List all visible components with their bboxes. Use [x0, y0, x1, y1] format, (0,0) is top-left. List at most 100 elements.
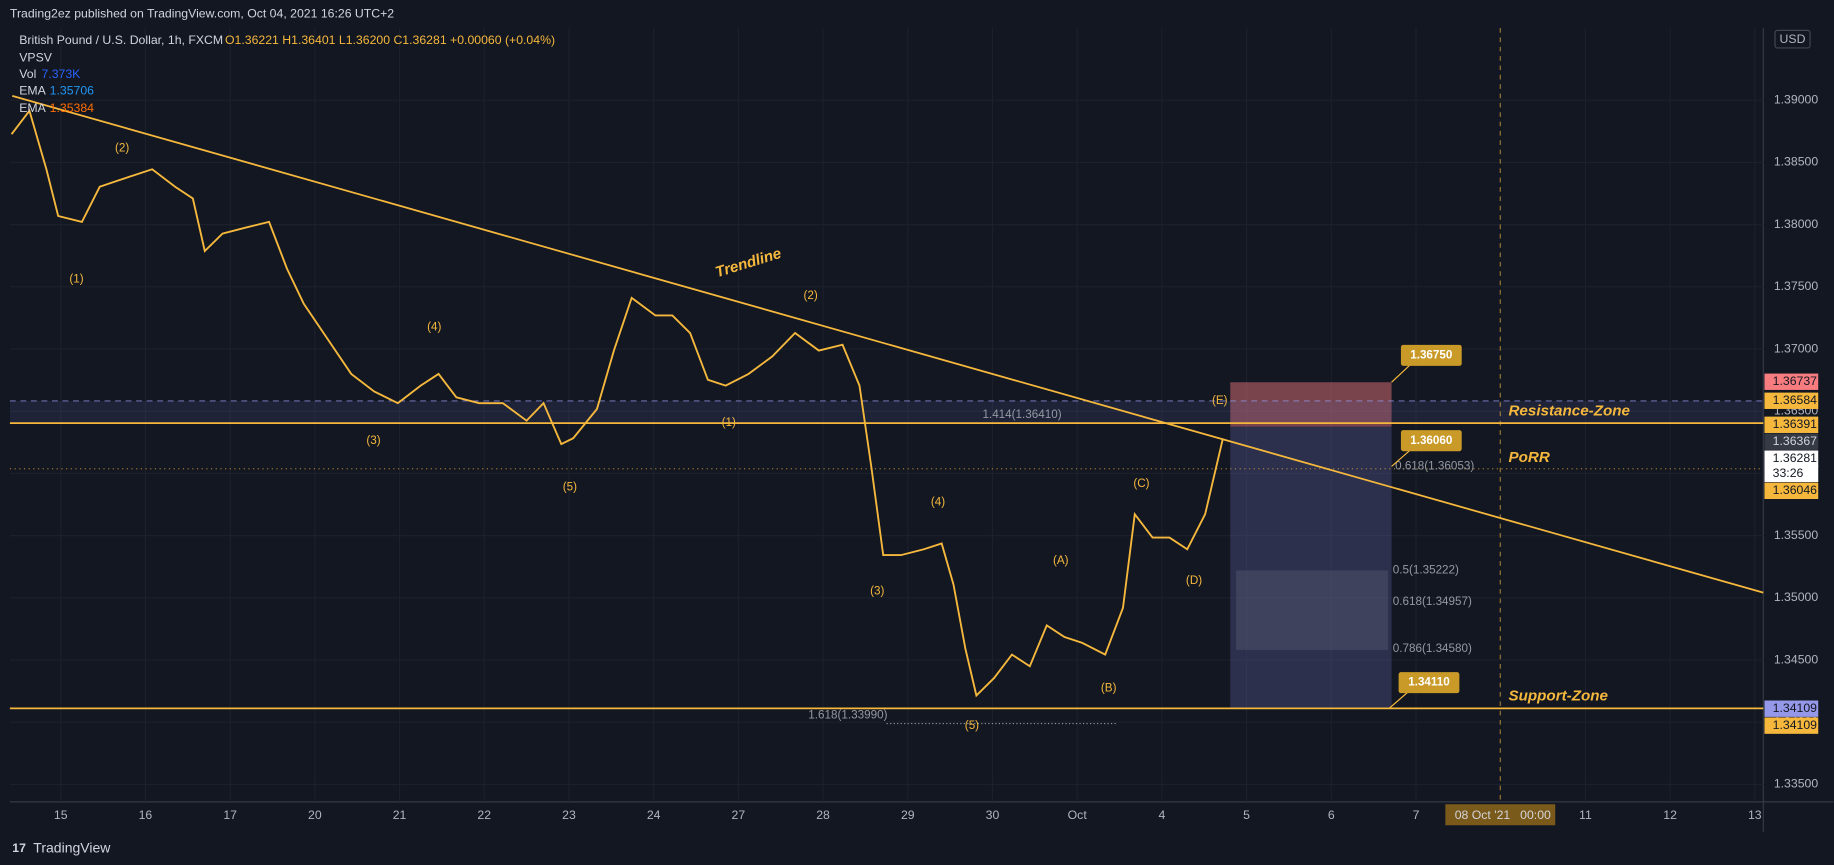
price-line — [10, 108, 1224, 698]
price-tag: 1.36367 — [1773, 434, 1818, 448]
callout-pointer — [1391, 449, 1411, 467]
labels: 1.39000 1.38500 1.38000 1.37500 1.37000 1.365… — [54, 92, 1818, 822]
crosshair-label-bg — [1445, 804, 1556, 826]
x-tick-label: Oct — [1068, 808, 1088, 822]
price-tag-bg — [1764, 433, 1819, 450]
wave-label: (5) — [965, 719, 979, 732]
callout-bg — [1398, 672, 1460, 694]
wave-label: (B) — [1101, 682, 1117, 695]
price-tag-bg — [1764, 700, 1819, 717]
y-tick-label: 1.38500 — [1774, 155, 1819, 169]
price-tag-bg — [1764, 373, 1819, 390]
fib-label: 0.786(1.34580) — [1393, 642, 1472, 655]
indicator-name: VPSV — [19, 51, 53, 65]
indicator-name: EMA — [19, 83, 46, 97]
x-tick-label: 24 — [647, 808, 661, 822]
indicator-value: 1.35706 — [50, 83, 95, 97]
x-tick-label: 20 — [308, 808, 322, 822]
wave-label: (1) — [69, 272, 83, 285]
price-tag: 1.36584 — [1773, 393, 1818, 407]
currency: USD — [1780, 32, 1806, 46]
y-tick-label: 1.34500 — [1774, 652, 1819, 666]
resistance-band — [9, 400, 1764, 424]
y-tick-label: 1.37500 — [1774, 279, 1819, 293]
callout: 1.34110 — [1408, 676, 1450, 689]
wave-label: (A) — [1053, 554, 1069, 567]
fib-label: 1.414(1.36410) — [982, 408, 1061, 421]
price-tag: 1.36046 — [1773, 483, 1818, 497]
x-tick-label: 5 — [1243, 808, 1250, 822]
plot — [10, 108, 1224, 698]
grid — [9, 28, 1764, 802]
indicator-value: 7.373K — [41, 67, 81, 81]
fib-label: 1.618(1.33990) — [808, 708, 887, 721]
price-tag-bg — [1764, 717, 1819, 734]
symbol: British Pound / U.S. Dollar, 1h, FXCM — [19, 33, 223, 47]
fib-box — [1236, 570, 1389, 650]
x-tick-label: 23 — [562, 808, 576, 822]
price-tag-bg — [1764, 482, 1819, 500]
target-box — [1230, 382, 1392, 427]
x-tick-label: 7 — [1413, 808, 1420, 822]
wave-label: (E) — [1212, 394, 1228, 407]
price-tag: 1.36391 — [1773, 417, 1818, 431]
callout-pointer — [1391, 364, 1411, 383]
wave-label: (3) — [870, 585, 884, 598]
countdown-bg — [1764, 465, 1819, 483]
wave-label: (4) — [427, 320, 441, 333]
price-tag: 1.34109 — [1773, 718, 1818, 732]
y-tick-label: 1.33500 — [1774, 777, 1819, 791]
wave-label: (2) — [803, 289, 817, 302]
zone-label: Resistance-Zone — [1508, 402, 1630, 419]
wave-label: (4) — [931, 496, 945, 509]
x-tick-label: 29 — [901, 808, 915, 822]
wave-label: (D) — [1186, 574, 1202, 587]
y-tick-label: 1.35500 — [1774, 528, 1819, 542]
price-tag: 1.34109 — [1773, 701, 1818, 715]
wave-label: (5) — [563, 481, 577, 494]
x-tick-label: 4 — [1158, 808, 1165, 822]
y-tick-label: 1.39000 — [1774, 92, 1819, 106]
countdown: 33:26 — [1773, 466, 1804, 480]
crosshair-date: 08 Oct '21 — [1455, 808, 1511, 822]
fib-label: 0.618(1.34957) — [1393, 595, 1472, 608]
x-tick-label: 11 — [1579, 808, 1592, 822]
price-tag: 1.36737 — [1773, 374, 1818, 388]
x-tick-label: 13 — [1748, 808, 1762, 822]
x-tick-label: 6 — [1328, 808, 1335, 822]
x-tick-label: 16 — [139, 808, 153, 822]
price-tag: 1.36281 — [1773, 451, 1818, 465]
ohlc: O1.36221 H1.36401 L1.36200 C1.36281 +0.0… — [225, 33, 555, 47]
x-tick-label: 17 — [223, 808, 237, 822]
currency-box — [1774, 29, 1811, 49]
trendline — [12, 95, 1764, 594]
callout-bg — [1400, 430, 1462, 452]
zone-label: PoRR — [1508, 449, 1549, 466]
indicator-name: Vol — [19, 67, 36, 81]
footer-logo: 17 — [12, 841, 26, 855]
callout: 1.36060 — [1410, 434, 1453, 447]
price-tag-bg — [1764, 392, 1819, 409]
fib-label: 0.5(1.35222) — [1393, 564, 1459, 577]
crosshair-time: 00:00 — [1520, 808, 1551, 822]
wave-label: (C) — [1133, 477, 1149, 490]
y-tick-label: 1.38000 — [1774, 217, 1819, 231]
y-tick-label: 1.37000 — [1774, 341, 1819, 355]
indicator-name: EMA — [19, 101, 46, 115]
y-tick-label: 1.35000 — [1774, 590, 1819, 604]
indicator-value: 1.35384 — [50, 101, 95, 115]
wave-label: (2) — [115, 142, 129, 155]
fib-label: 0.618(1.36053) — [1395, 459, 1474, 472]
wave-label: (3) — [366, 434, 380, 447]
zone-label: Support-Zone — [1508, 688, 1608, 705]
x-tick-label: 12 — [1663, 808, 1677, 822]
price-tag-bg — [1764, 450, 1819, 467]
wave-label: (1) — [722, 416, 736, 429]
publisher: Trading2ez published on TradingView.com,… — [10, 6, 394, 20]
x-tick-label: 21 — [393, 808, 407, 822]
x-tick-label: 22 — [477, 808, 491, 822]
price-tag-bg — [1764, 416, 1819, 433]
